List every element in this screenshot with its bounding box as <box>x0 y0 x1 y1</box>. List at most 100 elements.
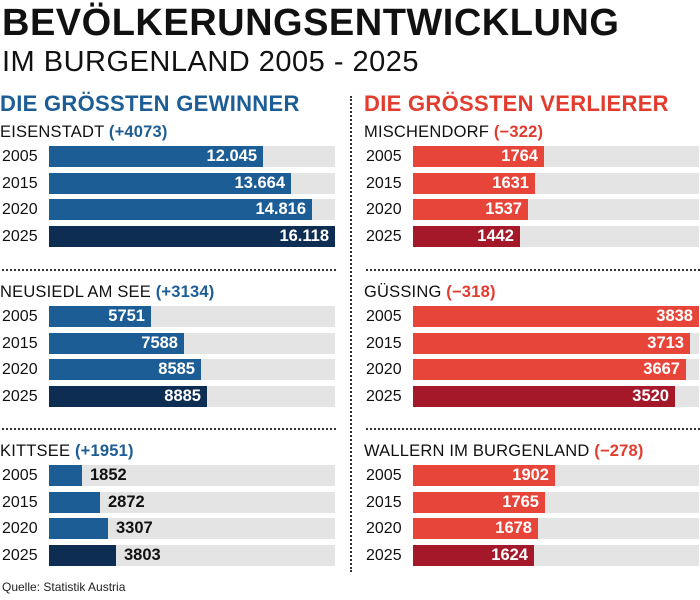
bar-row: 2005 5751 <box>0 304 336 329</box>
group-heading: EISENSTADT (+4073) <box>0 120 336 144</box>
bar <box>49 465 82 486</box>
group-heading: KITTSEE (+1951) <box>0 439 336 463</box>
group-delta: (+1951) <box>74 442 134 460</box>
year-label: 2005 <box>2 467 38 484</box>
year-label: 2015 <box>2 174 38 192</box>
bar <box>49 226 335 248</box>
year-label: 2020 <box>2 520 38 538</box>
group-delta: (−322) <box>493 123 544 141</box>
bar <box>413 226 520 248</box>
year-label: 2015 <box>366 493 402 511</box>
group-kittsee: KITTSEE (+1951) 2005 1852 2015 2872 2020 3307 2… <box>0 439 336 591</box>
bar-row: 2020 3667 <box>364 357 700 382</box>
bar <box>49 518 108 540</box>
bar-track: 8585 <box>49 359 335 381</box>
year-label: 2020 <box>366 201 402 219</box>
bar-track: 3307 <box>49 518 335 540</box>
group-separator <box>366 269 700 271</box>
group-g-ssing: GÜSSING (−318) 2005 3838 2015 3713 2020 3667 20… <box>364 280 700 432</box>
bar <box>413 545 534 567</box>
group-heading: GÜSSING (−318) <box>364 280 700 304</box>
group-heading: WALLERN IM BURGENLAND (−278) <box>364 439 700 463</box>
year-label: 2015 <box>2 493 38 511</box>
bar-row: 2015 1631 <box>364 171 700 196</box>
year-label: 2005 <box>2 308 38 325</box>
year-label: 2025 <box>366 388 402 406</box>
bar-track: 1442 <box>413 226 699 248</box>
group-separator <box>2 269 336 271</box>
bar-value-label: 3307 <box>116 519 153 538</box>
bar <box>413 491 545 513</box>
group-separator <box>2 428 336 430</box>
bar-track: 3520 <box>413 386 699 408</box>
group-name: MISCHENDORF <box>364 123 494 141</box>
bar-value-label: 12.045 <box>206 147 257 165</box>
source-note: Quelle: Statistik Austria <box>2 580 126 594</box>
year-label: 2020 <box>366 520 402 538</box>
year-label: 2020 <box>366 361 402 379</box>
bar <box>49 146 263 167</box>
bar <box>413 465 555 486</box>
year-label: 2025 <box>366 228 402 246</box>
bar-value-label: 1902 <box>512 466 549 484</box>
bar-row: 2025 1624 <box>364 543 700 568</box>
bar-track: 2872 <box>49 491 335 513</box>
bar-value-label: 3838 <box>656 307 693 325</box>
year-label: 2005 <box>366 308 402 325</box>
bar <box>413 306 699 327</box>
bar <box>413 518 538 540</box>
year-label: 2025 <box>2 388 38 406</box>
bar-track: 1678 <box>413 518 699 540</box>
bar <box>49 306 151 327</box>
bar-track: 7588 <box>49 332 335 354</box>
bar-row: 2025 3520 <box>364 384 700 409</box>
bar-value-label: 3803 <box>124 546 161 565</box>
year-label: 2025 <box>366 547 402 565</box>
bar-track: 12.045 <box>49 146 335 167</box>
bar <box>49 491 100 513</box>
year-label: 2005 <box>2 148 38 165</box>
bar <box>413 146 544 167</box>
bar-value-label: 8885 <box>164 387 201 406</box>
group-separator <box>366 428 700 430</box>
group-mischendorf: MISCHENDORF (−322) 2005 1764 2015 1631 2020 15… <box>364 120 700 272</box>
group-delta: (−278) <box>594 442 644 460</box>
bar-track: 14.816 <box>49 199 335 221</box>
bar-row: 2015 7588 <box>0 331 336 356</box>
chart-title: BEVÖLKERUNGSENTWICKLUNG <box>2 2 620 44</box>
bar-row: 2025 1442 <box>364 224 700 249</box>
bar-track: 5751 <box>49 306 335 327</box>
bar-track: 3667 <box>413 359 699 381</box>
year-label: 2025 <box>2 547 38 565</box>
group-heading: NEUSIEDL AM SEE (+3134) <box>0 280 336 304</box>
group-delta: (+3134) <box>155 283 215 301</box>
bar-value-label: 1764 <box>501 147 538 165</box>
group-delta: (+4073) <box>108 123 168 141</box>
bar-value-label: 7588 <box>141 333 178 352</box>
bar <box>49 359 201 381</box>
bar <box>413 359 686 381</box>
bar-value-label: 3713 <box>647 333 684 352</box>
bar-value-label: 14.816 <box>255 200 306 219</box>
bar-track: 3713 <box>413 332 699 354</box>
year-label: 2015 <box>2 334 38 352</box>
bar-track: 13.664 <box>49 172 335 194</box>
bar-value-label: 1537 <box>485 200 522 219</box>
bar-track: 1765 <box>413 491 699 513</box>
bar-row: 2005 12.045 <box>0 144 336 169</box>
winners-column: DIE GRÖSSTEN GEWINNER EISENSTADT (+4073)… <box>0 88 336 567</box>
bar-value-label: 1852 <box>90 466 127 484</box>
bar-track: 1902 <box>413 465 699 486</box>
bar <box>49 199 312 221</box>
bar-track: 3838 <box>413 306 699 327</box>
bar <box>413 172 535 194</box>
group-name: WALLERN IM BURGENLAND <box>364 442 595 460</box>
bar-track: 16.118 <box>49 226 335 248</box>
bar-row: 2015 13.664 <box>0 171 336 196</box>
bar-value-label: 2872 <box>108 492 145 511</box>
bar-row: 2005 1902 <box>364 463 700 488</box>
year-label: 2025 <box>2 228 38 246</box>
bar-row: 2015 1765 <box>364 490 700 515</box>
group-name: EISENSTADT <box>0 123 109 141</box>
bar-value-label: 5751 <box>108 307 145 325</box>
